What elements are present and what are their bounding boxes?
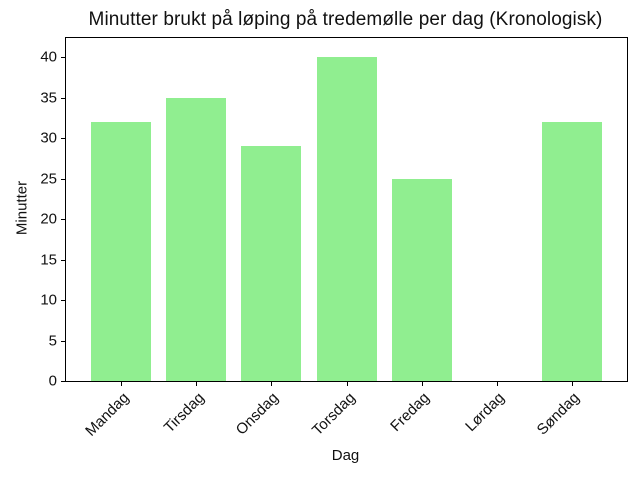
x-tick-label-onsdag: Onsdag — [233, 389, 283, 439]
bar-mandag — [91, 122, 151, 381]
bar-onsdag — [241, 146, 301, 381]
x-tick-mark — [347, 382, 348, 386]
bar-fredag — [392, 179, 452, 381]
y-tick-mark — [61, 219, 65, 220]
x-axis-label: Dag — [331, 447, 360, 464]
y-tick-mark — [61, 179, 65, 180]
x-tick-mark — [572, 382, 573, 386]
bar-søndag — [542, 122, 602, 381]
x-tick-label-lørdag: Lørdag — [462, 389, 509, 435]
y-tick-label: 30 — [40, 129, 57, 147]
y-tick-label: 15 — [40, 251, 57, 269]
x-tick-mark — [196, 382, 197, 386]
x-tick-mark — [497, 382, 498, 386]
y-tick-label: 5 — [48, 332, 57, 350]
y-tick-label: 10 — [40, 291, 57, 309]
y-tick-mark — [61, 381, 65, 382]
y-tick-label: 20 — [40, 210, 57, 228]
x-tick-mark — [271, 382, 272, 386]
y-tick-label: 40 — [40, 48, 57, 66]
x-tick-label-torsdag: Torsdag — [308, 389, 359, 440]
x-tick-mark — [422, 382, 423, 386]
y-tick-label: 0 — [48, 372, 57, 390]
y-tick-label: 25 — [40, 170, 57, 188]
bar-tirsdag — [166, 98, 226, 381]
bar-torsdag — [317, 57, 377, 381]
y-tick-mark — [61, 260, 65, 261]
chart-title: Minutter brukt på løping på tredemølle p… — [88, 9, 603, 30]
y-tick-mark — [61, 341, 65, 342]
y-axis-label: Minutter — [13, 180, 31, 236]
y-tick-label: 35 — [40, 89, 57, 107]
y-tick-mark — [61, 57, 65, 58]
x-tick-label-tirsdag: Tirsdag — [160, 389, 208, 437]
x-tick-label-mandag: Mandag — [81, 389, 133, 440]
x-tick-label-fredag: Fredag — [387, 389, 434, 435]
y-tick-mark — [61, 98, 65, 99]
y-tick-mark — [61, 138, 65, 139]
x-tick-label-søndag: Søndag — [534, 389, 584, 439]
plot-area: 0 5 10 15 20 25 30 35 40 Mandag Tirsdag Onsdag Torsd… — [40, 37, 628, 440]
x-tick-mark — [121, 382, 122, 386]
y-tick-mark — [61, 300, 65, 301]
